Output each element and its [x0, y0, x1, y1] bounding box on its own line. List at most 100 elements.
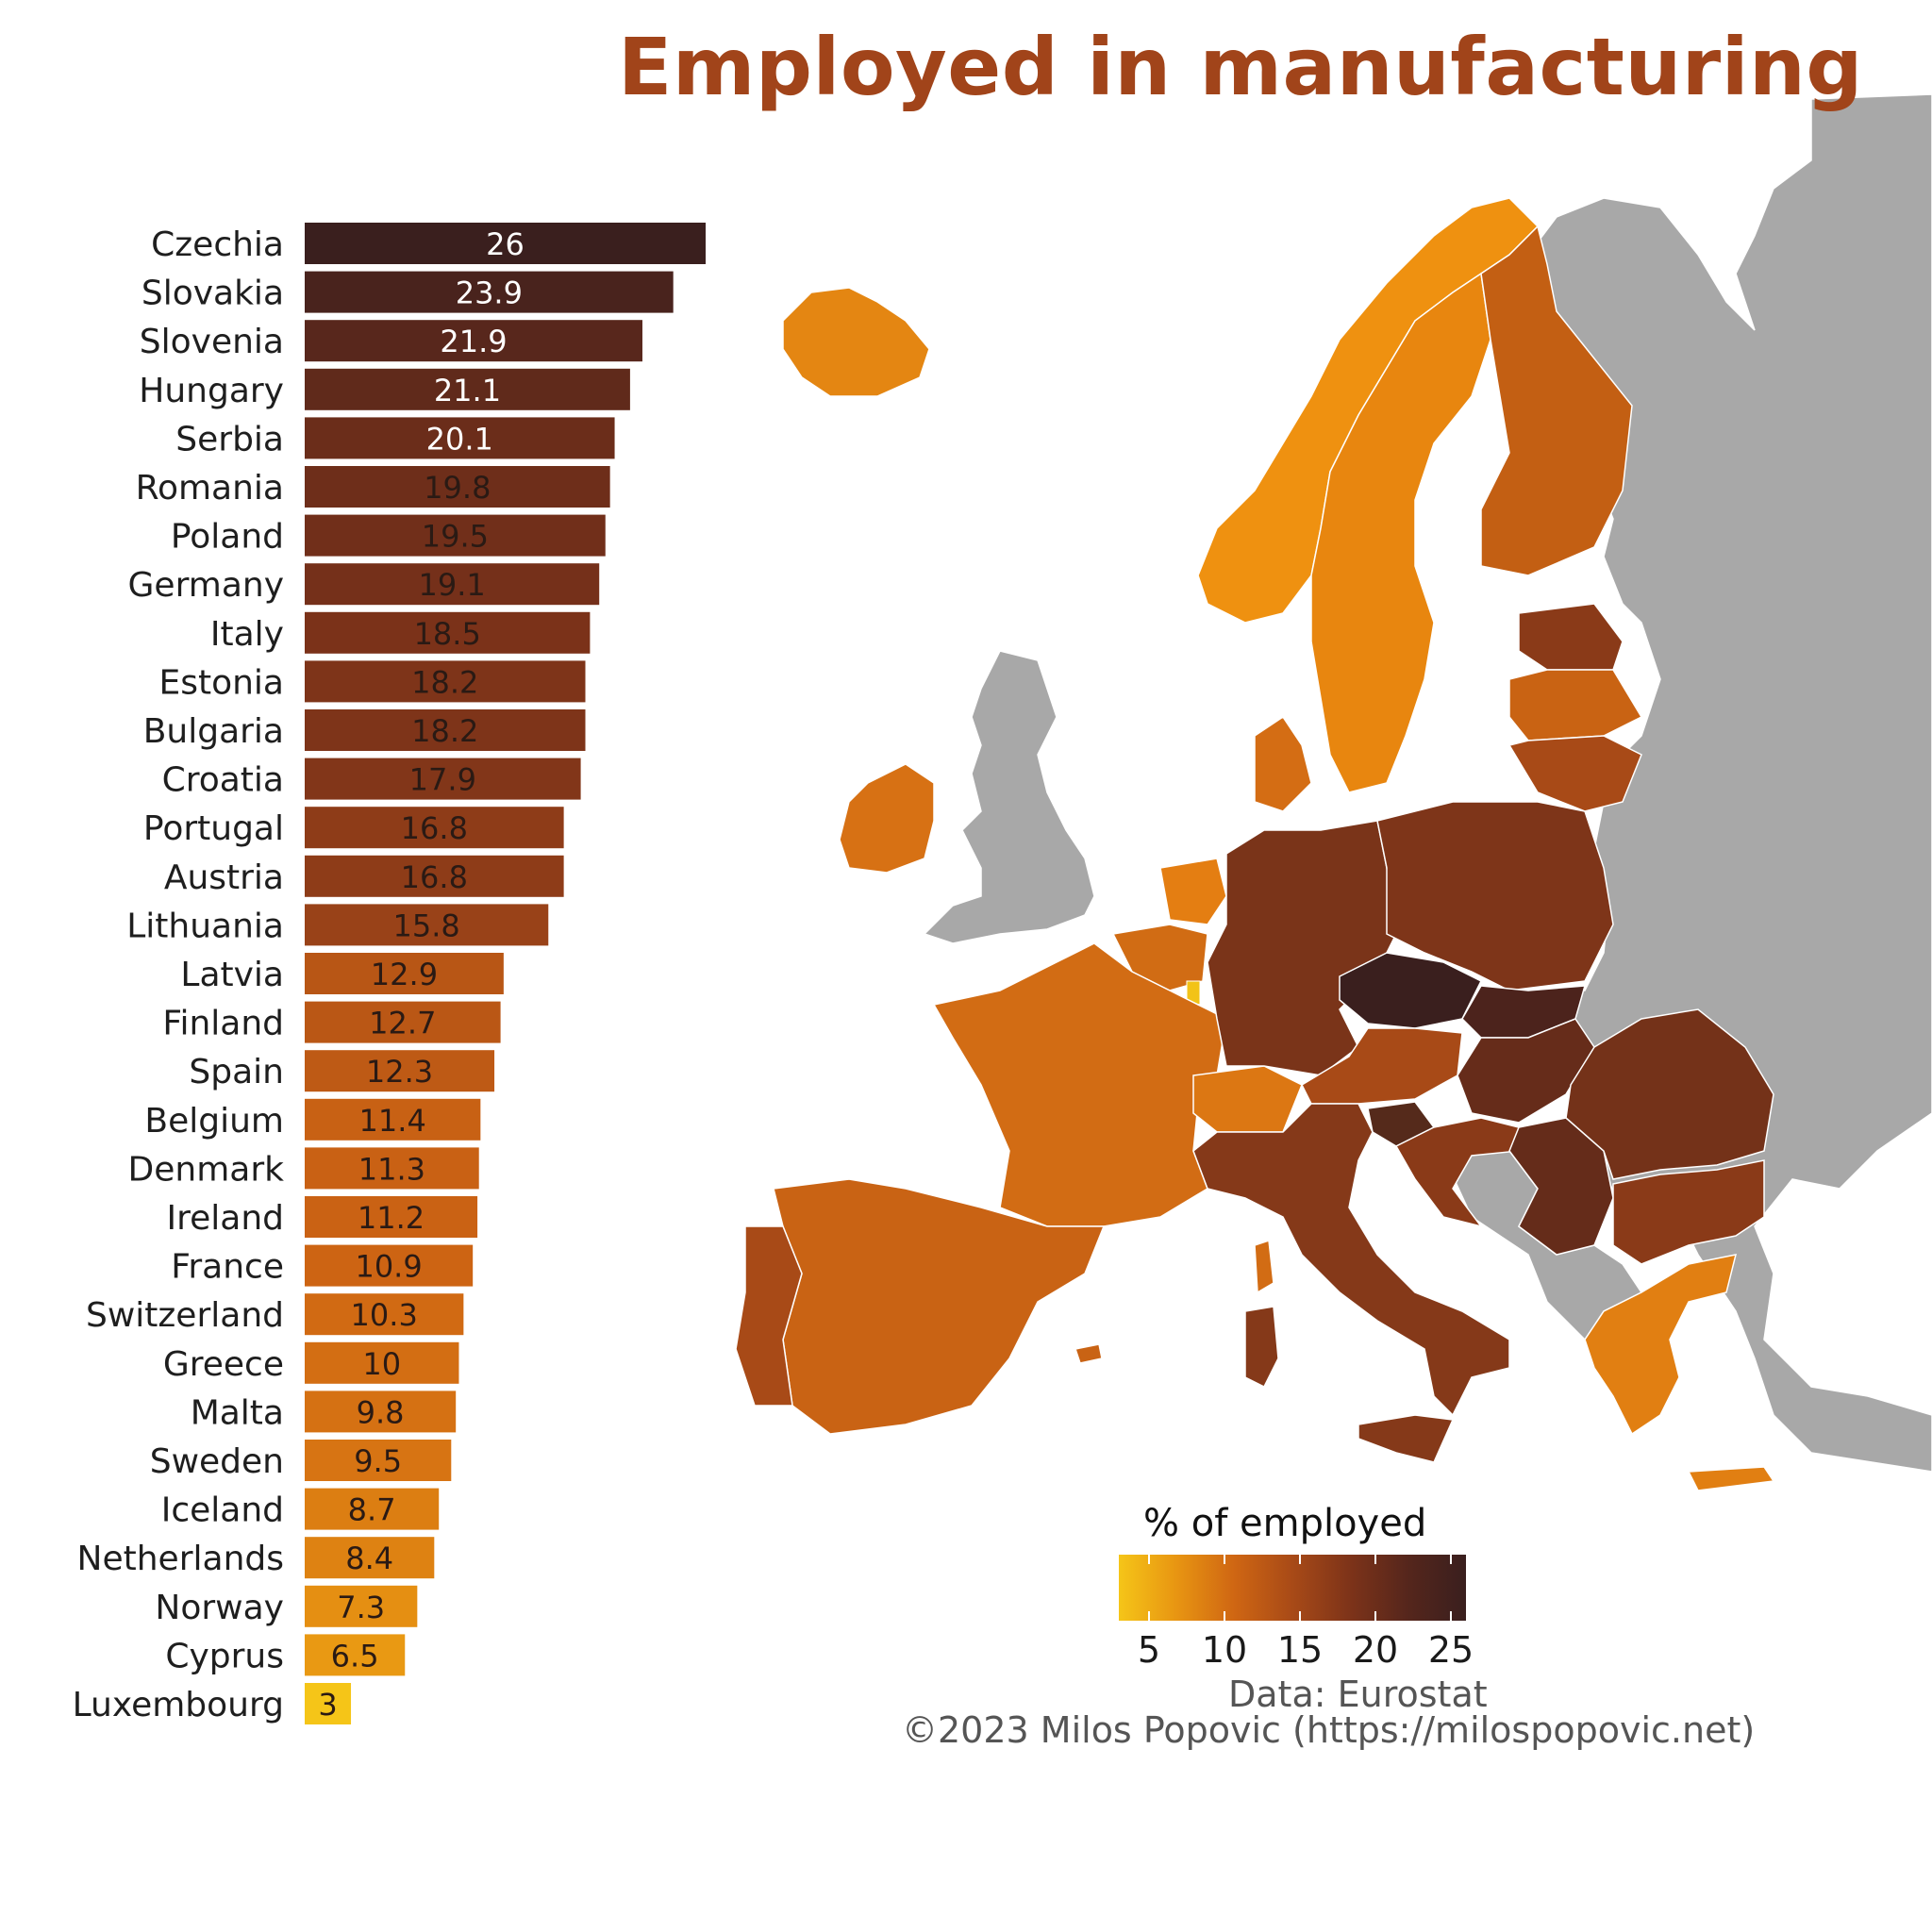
bar-greece: [305, 1341, 459, 1384]
legend-tick-label: 25: [1428, 1629, 1474, 1671]
bar-bulgaria: [305, 709, 586, 751]
bar-label-romania: Romania: [136, 469, 284, 508]
map-region-poland: [1376, 801, 1614, 991]
bar-value-sweden: 9.5: [354, 1443, 402, 1479]
bar-value-ireland: 11.2: [358, 1200, 425, 1236]
map-region-united-kingdom: [923, 650, 1095, 944]
bar-hungary: [305, 368, 630, 410]
bar-value-italy: 18.5: [414, 616, 481, 652]
legend-tick-label: 15: [1277, 1629, 1323, 1671]
bar-belgium: [305, 1098, 481, 1141]
bar-label-cyprus: Cyprus: [165, 1637, 284, 1675]
bar-label-switzerland: Switzerland: [86, 1296, 284, 1335]
bar-label-ireland: Ireland: [166, 1199, 284, 1238]
bar-romania: [305, 466, 610, 508]
bar-label-italy: Italy: [210, 615, 284, 654]
bar-label-finland: Finland: [162, 1005, 284, 1043]
bar-poland: [305, 514, 606, 557]
bar-estonia: [305, 660, 586, 703]
map-region-bulgaria: [1612, 1159, 1765, 1265]
bar-label-greece: Greece: [163, 1345, 284, 1384]
bar-malta: [305, 1391, 457, 1433]
bar-value-serbia: 20.1: [426, 421, 493, 457]
map-region-iceland: [782, 287, 930, 397]
legend-tick-label: 10: [1202, 1629, 1247, 1671]
bar-switzerland: [305, 1293, 464, 1336]
bar-serbia: [305, 417, 615, 459]
bar-luxembourg: [305, 1683, 352, 1724]
bar-label-croatia: Croatia: [162, 761, 284, 800]
map-region-lithuania: [1507, 735, 1642, 812]
bar-value-croatia: 17.9: [409, 762, 476, 798]
bar-value-slovenia: 21.9: [440, 324, 507, 359]
bar-label-malta: Malta: [191, 1393, 284, 1432]
bar-value-portugal: 16.8: [401, 810, 468, 846]
bar-value-belgium: 11.4: [359, 1103, 426, 1139]
map-region-greece: [1584, 1254, 1738, 1436]
bar-value-germany: 19.1: [418, 567, 485, 603]
bar-label-portugal: Portugal: [143, 809, 284, 848]
map-region-romania: [1565, 1008, 1774, 1180]
legend-color-bar: [1119, 1555, 1466, 1621]
bar-value-netherlands: 8.4: [345, 1541, 393, 1576]
bars-group: Czechia 26 Slovakia 23.9 Slovenia 21.9 Hungary…: [73, 223, 706, 1724]
map-region-netherlands: [1159, 858, 1227, 925]
credit-line: ©2023 Milos Popovic (https://milospopovi…: [902, 1709, 1756, 1751]
legend-ticks: 5 10 15 20 25: [1138, 1555, 1474, 1671]
bar-value-malta: 9.8: [357, 1394, 405, 1430]
chart-title: Employed in manufacturing: [618, 21, 1863, 113]
bar-label-czechia: Czechia: [151, 225, 284, 264]
bar-value-estonia: 18.2: [411, 664, 478, 700]
bar-austria: [305, 855, 564, 897]
bar-italy: [305, 611, 591, 654]
data-source: Data: Eurostat: [1228, 1674, 1488, 1715]
bar-label-norway: Norway: [155, 1589, 284, 1627]
bar-slovakia: [305, 271, 674, 313]
bar-value-cyprus: 6.5: [331, 1638, 379, 1674]
bar-value-denmark: 11.3: [358, 1151, 425, 1187]
map-region-finland: [1480, 225, 1633, 576]
bar-value-iceland: 8.7: [348, 1492, 396, 1528]
legend-tick-label: 20: [1353, 1629, 1398, 1671]
bar-netherlands: [305, 1537, 435, 1579]
map-region-sweden: [1310, 272, 1491, 793]
bar-germany: [305, 563, 600, 606]
bar-value-luxembourg: 3: [318, 1687, 337, 1723]
bar-value-finland: 12.7: [369, 1006, 436, 1041]
bar-spain: [305, 1050, 495, 1092]
bar-value-latvia: 12.9: [371, 957, 438, 992]
bar-value-romania: 19.8: [424, 470, 491, 506]
map-region-sicily: [1357, 1414, 1455, 1463]
bar-cyprus: [305, 1634, 406, 1676]
bar-value-france: 10.9: [355, 1249, 422, 1285]
bar-ireland: [305, 1196, 478, 1238]
bar-label-france: France: [171, 1248, 284, 1287]
bar-label-belgium: Belgium: [144, 1102, 284, 1141]
bar-croatia: [305, 758, 581, 800]
map-region-italy: [1192, 1103, 1510, 1417]
bar-value-lithuania: 15.8: [393, 908, 460, 943]
legend-tick-label: 5: [1138, 1629, 1160, 1671]
bar-value-czechia: 26: [486, 226, 525, 262]
bar-value-bulgaria: 18.2: [411, 713, 478, 749]
bar-label-lithuania: Lithuania: [126, 907, 284, 945]
bar-label-spain: Spain: [189, 1053, 284, 1091]
bar-value-greece: 10: [362, 1346, 401, 1382]
bar-france: [305, 1244, 474, 1287]
map-region-latvia: [1508, 669, 1643, 741]
bar-label-serbia: Serbia: [175, 420, 284, 458]
bar-value-norway: 7.3: [337, 1590, 385, 1625]
map-region-sardinia: [1244, 1306, 1279, 1389]
bar-label-luxembourg: Luxembourg: [73, 1686, 284, 1724]
legend-title: % of employed: [1143, 1502, 1427, 1545]
bar-czechia: [305, 223, 706, 264]
bar-label-hungary: Hungary: [139, 372, 284, 410]
bar-label-germany: Germany: [128, 566, 284, 605]
bar-value-austria: 16.8: [401, 859, 468, 895]
bar-label-bulgaria: Bulgaria: [143, 712, 284, 751]
map-region-portugal: [735, 1225, 803, 1407]
map-region-denmark: [1254, 715, 1312, 812]
bar-label-latvia: Latvia: [180, 956, 284, 994]
bar-label-sweden: Sweden: [150, 1442, 284, 1481]
